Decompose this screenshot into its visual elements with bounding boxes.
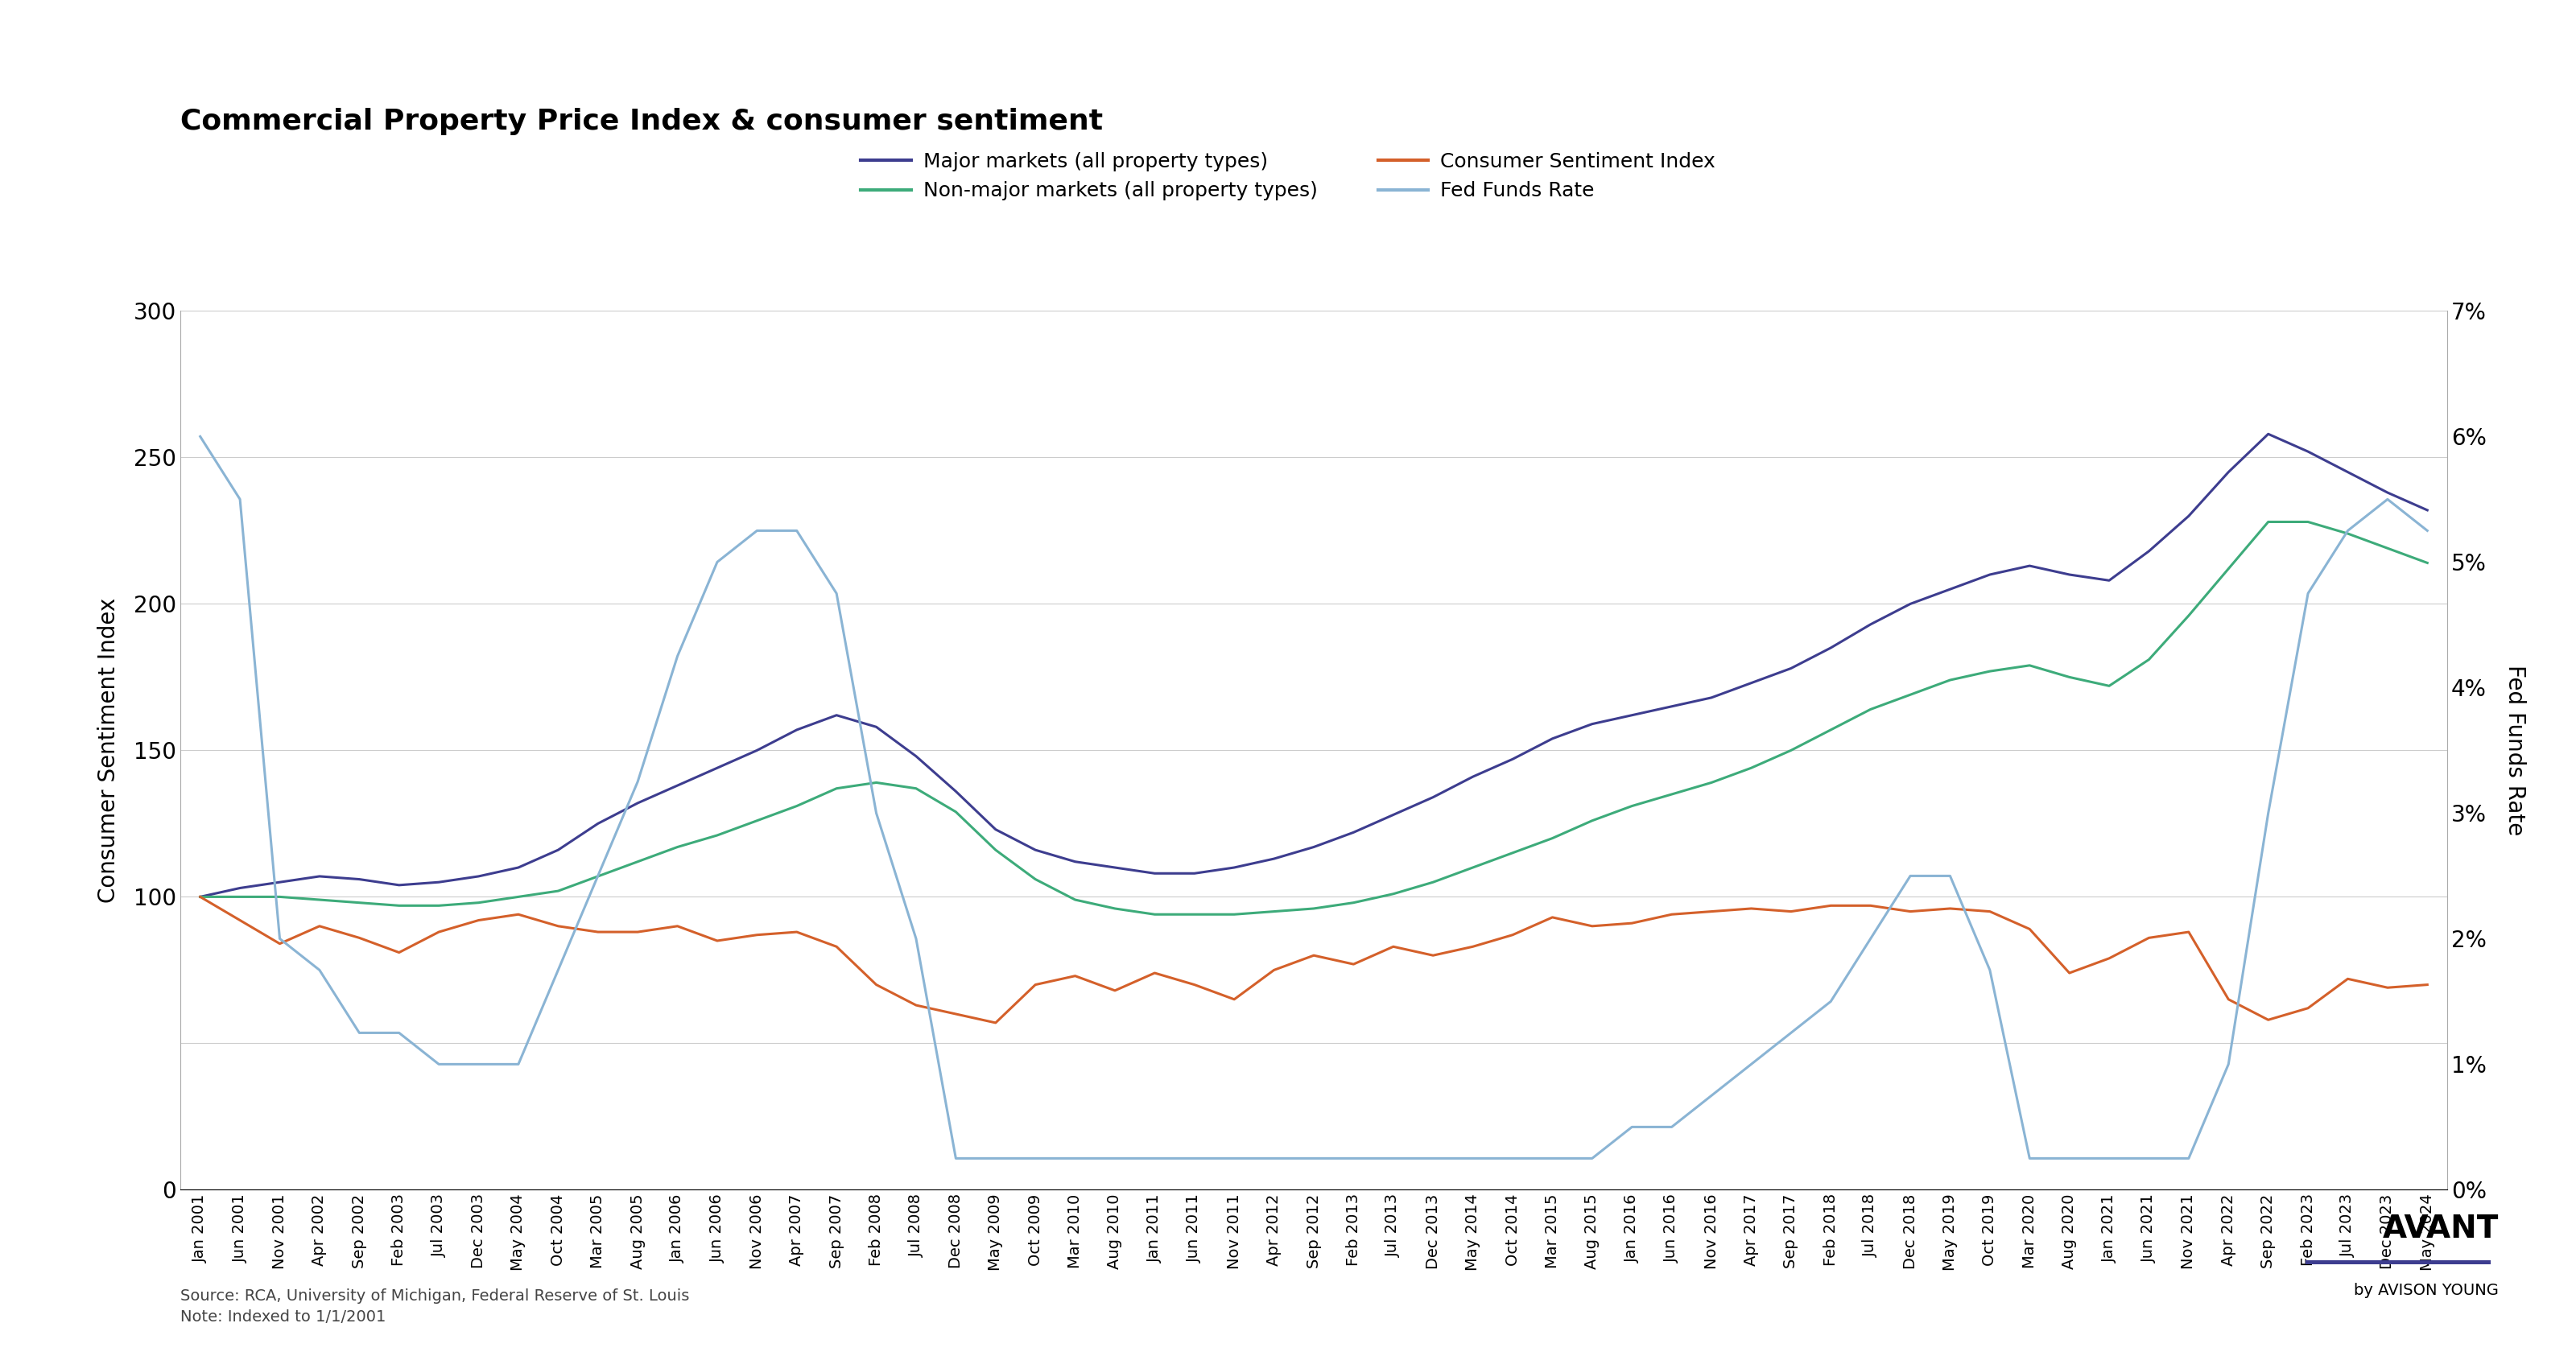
Y-axis label: Consumer Sentiment Index: Consumer Sentiment Index xyxy=(98,598,121,903)
Legend: Major markets (all property types), Non-major markets (all property types), Cons: Major markets (all property types), Non-… xyxy=(860,151,1716,200)
Text: Commercial Property Price Index & consumer sentiment: Commercial Property Price Index & consum… xyxy=(180,108,1103,135)
Y-axis label: Fed Funds Rate: Fed Funds Rate xyxy=(2504,665,2527,836)
Text: AVANT: AVANT xyxy=(2383,1213,2499,1244)
Text: by AVISON YOUNG: by AVISON YOUNG xyxy=(2354,1283,2499,1298)
Text: Source: RCA, University of Michigan, Federal Reserve of St. Louis
Note: Indexed : Source: RCA, University of Michigan, Fed… xyxy=(180,1288,690,1325)
